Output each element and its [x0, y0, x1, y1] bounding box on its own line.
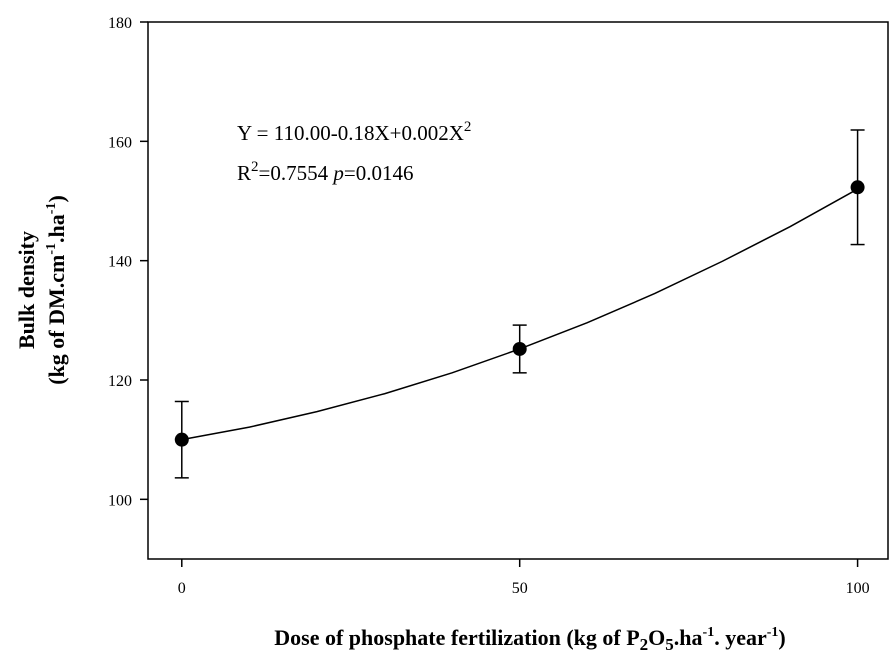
x-axis-label: Dose of phosphate fertilization (kg of P…: [274, 625, 786, 654]
y-label-line: (kg of DM.cm-1.ha-1): [44, 195, 69, 385]
y-tick-label: 160: [108, 134, 132, 151]
r-squared: R2=0.7554 p=0.0146: [237, 159, 413, 185]
y-label-line: Bulk density: [14, 231, 39, 349]
plot-frame: [147, 21, 889, 560]
x-tick-label: 0: [178, 580, 186, 597]
y-axis-label: Bulk density (kg of DM.cm-1.ha-1): [14, 195, 69, 385]
y-tick-label: 180: [108, 15, 132, 32]
equation: Y = 110.00-0.18X+0.002X2: [237, 119, 471, 145]
y-tick-label: 140: [108, 254, 132, 271]
fit-curve: [181, 188, 858, 441]
x-tick-label: 100: [846, 580, 870, 597]
y-tick-label: 120: [108, 373, 132, 390]
x-tick-label: 50: [512, 580, 528, 597]
y-tick-label: 100: [108, 492, 132, 509]
